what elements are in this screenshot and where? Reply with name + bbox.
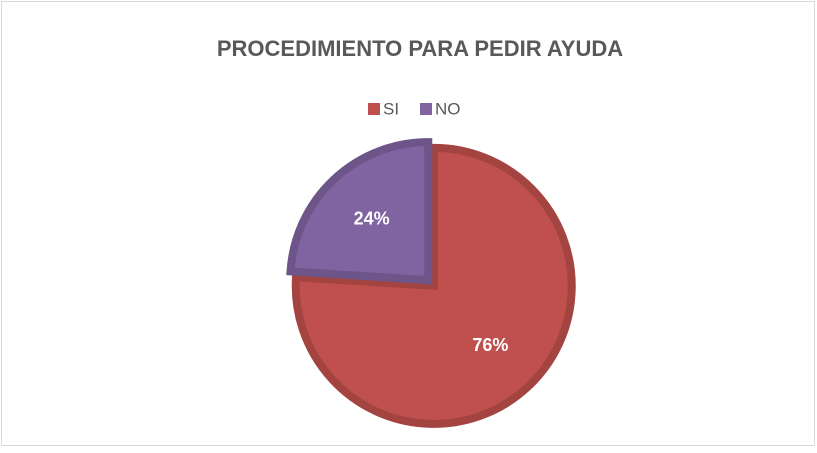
- data-label: 76%: [472, 335, 508, 355]
- legend-label: NO: [435, 99, 461, 118]
- data-label: 24%: [354, 208, 390, 228]
- legend-label: SI: [383, 99, 399, 118]
- pie-slice: [286, 138, 433, 285]
- legend-swatch: [368, 103, 380, 115]
- pie-slice: [291, 143, 576, 428]
- legend-swatch: [420, 103, 432, 115]
- chart-title: PROCEDIMIENTO PARA PEDIR AYUDA: [217, 36, 623, 61]
